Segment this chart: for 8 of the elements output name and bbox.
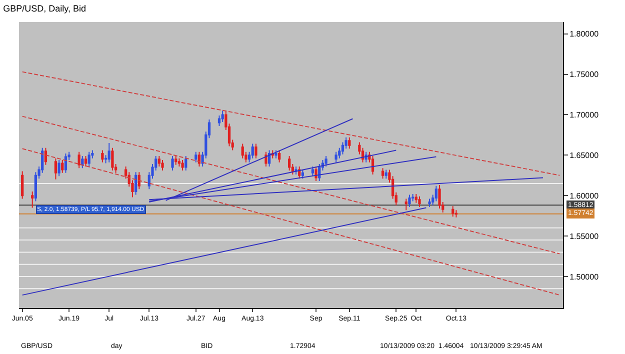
- chart-title: GBP/USD, Daily, Bid: [3, 4, 86, 14]
- y-tick-label: 1.70000: [570, 110, 600, 120]
- y-tick-label: 1.80000: [570, 30, 600, 39]
- y-tick-label: 1.50000: [570, 272, 600, 282]
- y-tick-label: 1.60000: [570, 191, 600, 200]
- y-tick-label: 1.55000: [570, 232, 600, 241]
- y-tick-label: 1.65000: [570, 150, 600, 160]
- y-tick-label: 1.75000: [570, 70, 600, 80]
